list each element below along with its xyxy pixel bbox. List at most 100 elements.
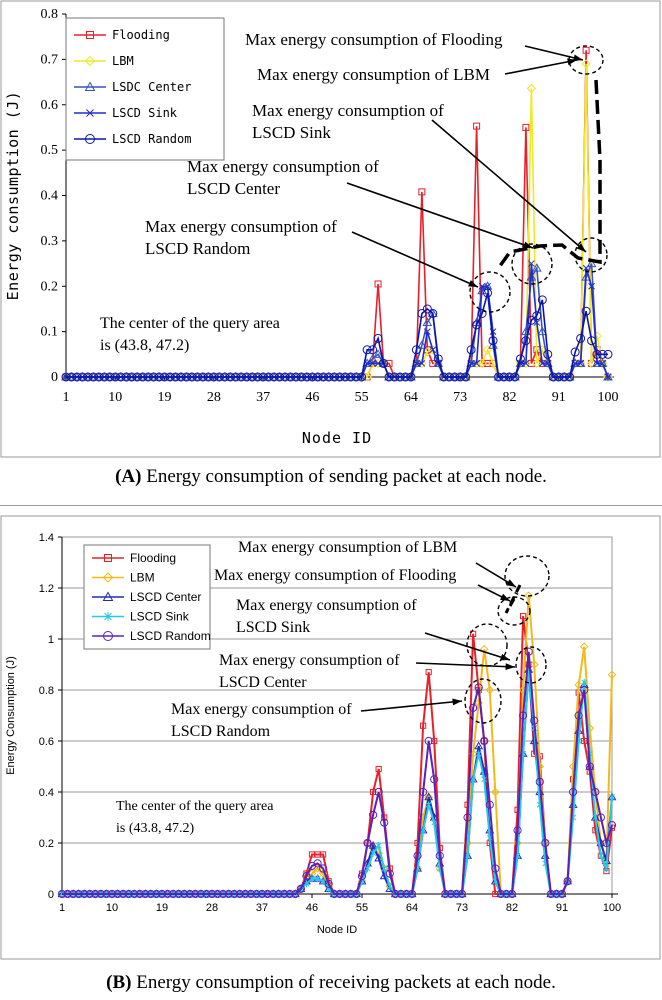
- annotation-b-query: The center of the query area: [116, 799, 274, 814]
- annotation-a-lbm: Max energy consumption of LBM: [257, 65, 490, 84]
- point-lbm: [524, 591, 533, 600]
- x-tick-label: 73: [453, 390, 467, 405]
- annotation-b-sink: LSCD Sink: [236, 619, 310, 636]
- point-lscd-random: [563, 877, 572, 886]
- annotation-a-flood: Max energy consumption of Flooding: [245, 30, 503, 49]
- point-lscd-random: [346, 889, 355, 899]
- point-lscd-random: [236, 372, 246, 382]
- point-lscd-random: [379, 358, 389, 368]
- point-lscd-random: [373, 333, 383, 343]
- point-lscd-random: [474, 683, 483, 692]
- point-lbm: [417, 358, 427, 369]
- point-lbm: [603, 372, 613, 382]
- point-lscd-random: [296, 372, 306, 382]
- y-tick-label: 0.1: [41, 325, 59, 340]
- point-lscd-sink: [592, 813, 599, 822]
- point-lscd-random: [452, 889, 461, 899]
- y-tick-label: 0.3: [41, 234, 59, 249]
- point-lscd-random: [69, 889, 78, 899]
- point-lscd-random: [57, 889, 67, 899]
- point-lscd-random: [274, 889, 283, 899]
- point-lscd-random: [450, 372, 460, 382]
- point-lscd-random: [330, 889, 339, 899]
- point-lscd-random: [77, 372, 87, 382]
- point-lscd-sink: [473, 360, 480, 367]
- point-lscd-sink: [577, 360, 584, 367]
- point-lscd-sink: [582, 264, 590, 272]
- point-lscd-random: [535, 777, 544, 786]
- annotation-a-center: Max energy consumption of: [187, 157, 379, 176]
- legend-box: [65, 17, 225, 161]
- arrow-random-head: [468, 280, 478, 287]
- series-line-lscd-random: [66, 292, 608, 378]
- point-lbm: [581, 59, 591, 69]
- x-tick-label: 46: [305, 390, 319, 405]
- annotation-b-random: LSCD Random: [171, 723, 271, 740]
- point-lscd-random: [263, 889, 272, 899]
- point-lscd-random: [138, 372, 148, 382]
- point-lscd-random: [519, 711, 528, 720]
- point-lscd-random: [548, 372, 558, 382]
- y-axis-label: Energy Consumption (J): [5, 656, 17, 775]
- point-lscd-random: [61, 372, 71, 382]
- point-lscd-sink: [431, 819, 438, 827]
- x-tick-label: 10: [106, 902, 118, 914]
- y-tick-label: 1.4: [39, 532, 54, 544]
- point-lscd-random: [324, 879, 333, 888]
- point-lscd-random: [537, 295, 547, 305]
- point-lscd-random: [341, 889, 350, 899]
- point-lbm: [491, 787, 500, 797]
- point-lscd-random: [585, 762, 594, 771]
- point-lscd-random: [362, 345, 372, 355]
- point-lscd-random: [105, 372, 115, 382]
- annotation-b-center: Max energy consumption of: [219, 652, 400, 669]
- point-lscd-random: [224, 889, 233, 899]
- legend-label-lbm: LBM: [112, 54, 134, 68]
- point-lscd-random: [596, 813, 605, 822]
- point-flooding: [375, 765, 382, 773]
- y-axis-label: Energy consumption (J): [4, 91, 22, 301]
- point-lscd-random: [384, 372, 394, 382]
- point-lscd-random: [477, 308, 487, 318]
- arrow-flooding-head: [573, 54, 583, 62]
- point-flooding: [581, 737, 588, 745]
- annotation-b-sink: Max energy consumption of: [236, 597, 417, 614]
- point-lscd-sink: [604, 373, 612, 381]
- y-tick-label: 0.4: [41, 189, 59, 204]
- point-lscd-random: [132, 372, 142, 382]
- point-lscd-random: [80, 889, 89, 899]
- point-lscd-random: [85, 889, 94, 899]
- point-lscd-sink: [364, 864, 371, 873]
- legend-label-flooding: Flooding: [130, 551, 176, 565]
- point-flooding: [418, 188, 426, 196]
- point-lscd-random: [369, 810, 378, 820]
- point-lscd-random: [380, 818, 389, 827]
- y-tick-label: 0.7: [41, 52, 59, 67]
- legend-label-lscd-center: LSCD Center: [130, 590, 201, 604]
- annotation-b-random: Max energy consumption of: [171, 701, 352, 718]
- x-tick-label: 100: [603, 902, 621, 914]
- legend-marker-lscd-random: [85, 134, 95, 144]
- point-lscd-sink: [593, 360, 601, 367]
- point-lscd-sink: [425, 801, 432, 809]
- point-lscd-random: [163, 889, 172, 899]
- point-lscd-random: [149, 372, 159, 382]
- arrow-b-center: [415, 662, 516, 668]
- arrow-center: [346, 182, 534, 249]
- point-lscd-random: [230, 889, 239, 899]
- point-lbm: [597, 358, 608, 369]
- point-lscd-random: [110, 372, 120, 382]
- dashed-link-b: [504, 584, 522, 614]
- point-lscd-random: [455, 372, 465, 382]
- point-lscd-sink: [609, 793, 615, 801]
- point-lscd-random: [396, 889, 405, 899]
- point-lscd-random: [99, 372, 109, 382]
- point-lscd-random: [241, 889, 250, 899]
- point-lscd-random: [146, 889, 155, 899]
- point-lscd-random: [242, 372, 252, 382]
- legend-marker-flooding: [86, 31, 94, 39]
- x-tick-label: 73: [456, 902, 468, 914]
- annotation-a-query: is (43.8, 47.2): [100, 337, 189, 354]
- series-line-lscd-random: [62, 651, 613, 895]
- point-lbm: [574, 680, 583, 690]
